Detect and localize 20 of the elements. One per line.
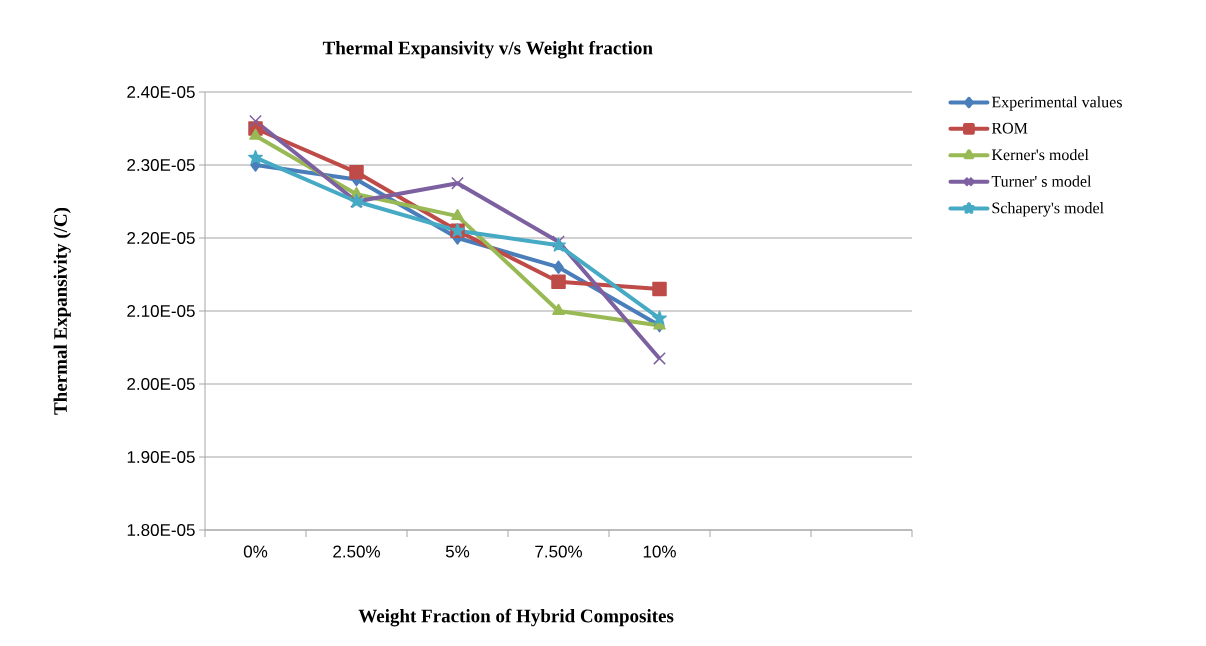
x-tick-label: 0% bbox=[243, 545, 268, 558]
legend-label: Schapery's model bbox=[992, 202, 1104, 217]
y-tick-label: 1.80E-05 bbox=[127, 523, 195, 537]
x-tick-label: 7.50% bbox=[535, 545, 582, 558]
y-tick-label: 2.40E-05 bbox=[127, 85, 195, 99]
y-tick-label: 1.90E-05 bbox=[127, 450, 195, 464]
y-tick-label: 2.30E-05 bbox=[127, 158, 195, 172]
y-tick-label: 2.00E-05 bbox=[127, 377, 195, 391]
x-tick-label: 10% bbox=[643, 545, 676, 558]
legend-label: ROM bbox=[991, 122, 1028, 134]
x-tick-label: 2.50% bbox=[333, 545, 380, 558]
x-tick-label: 5% bbox=[445, 545, 470, 558]
chart-title: Thermal Expansivity v/s Weight fraction bbox=[322, 40, 653, 59]
legend-label: Experimental values bbox=[991, 96, 1122, 111]
legend-label: Kerner's model bbox=[991, 148, 1089, 161]
legend-label: Turner' s model bbox=[991, 175, 1092, 187]
y-tick-label: 2.20E-05 bbox=[127, 231, 195, 245]
y-tick-label: 2.10E-05 bbox=[127, 304, 195, 318]
y-axis-title: Thermal Expansivity (/C) bbox=[53, 207, 71, 415]
x-axis-title: Weight Fraction of Hybrid Composites bbox=[358, 608, 674, 627]
